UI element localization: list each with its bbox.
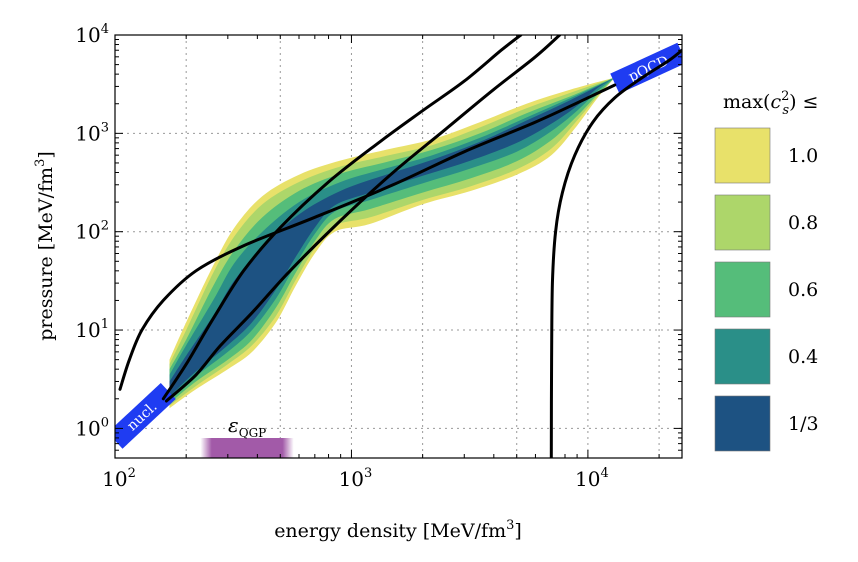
x-tick-label: 104 [575, 466, 609, 491]
sound-speed-bands [169, 77, 615, 409]
legend-swatch [714, 194, 771, 251]
x-axis-label: energy density [MeV/fm3] [274, 518, 522, 542]
black-curve [549, 48, 682, 458]
legend-label: 0.4 [788, 346, 818, 368]
black-curves [118, 35, 682, 458]
pqcd-band [610, 42, 682, 94]
legend-swatch [714, 261, 771, 318]
legend-swatch [714, 127, 771, 184]
y-tick-label: 102 [75, 219, 109, 244]
y-tick-label: 104 [75, 22, 109, 47]
qgp-marker: εQGP [200, 413, 294, 458]
legend: max(c2 s) ≤ 1.0 0.8 0.6 0.4 1/3 [714, 89, 819, 452]
qgp-range [200, 438, 294, 458]
legend-label: 1/3 [788, 413, 819, 435]
y-tick-label: 100 [75, 415, 109, 440]
black-curve [161, 35, 523, 401]
band-1-3 [169, 77, 615, 397]
nucl-band [115, 382, 176, 449]
legend-label: 0.6 [788, 279, 818, 301]
legend-label: 0.8 [788, 212, 818, 234]
x-tick-label: 102 [102, 466, 136, 491]
tick-labels: 102 103 104 100 101 102 103 104 [75, 22, 609, 491]
y-tick-label: 101 [75, 317, 109, 342]
axis-ticks [114, 34, 682, 459]
legend-label: 1.0 [788, 145, 818, 167]
qgp-label: εQGP [228, 413, 266, 440]
legend-title: max(c2 s) ≤ [723, 89, 818, 118]
black-curve [118, 83, 617, 391]
legend-swatch [714, 395, 771, 452]
band-0.6 [169, 77, 615, 404]
legend-swatch [714, 328, 771, 385]
y-axis-label: pressure [MeV/fm3] [33, 151, 57, 341]
black-curve [164, 35, 562, 403]
y-tick-label: 103 [75, 120, 109, 145]
x-tick-label: 103 [339, 466, 373, 491]
